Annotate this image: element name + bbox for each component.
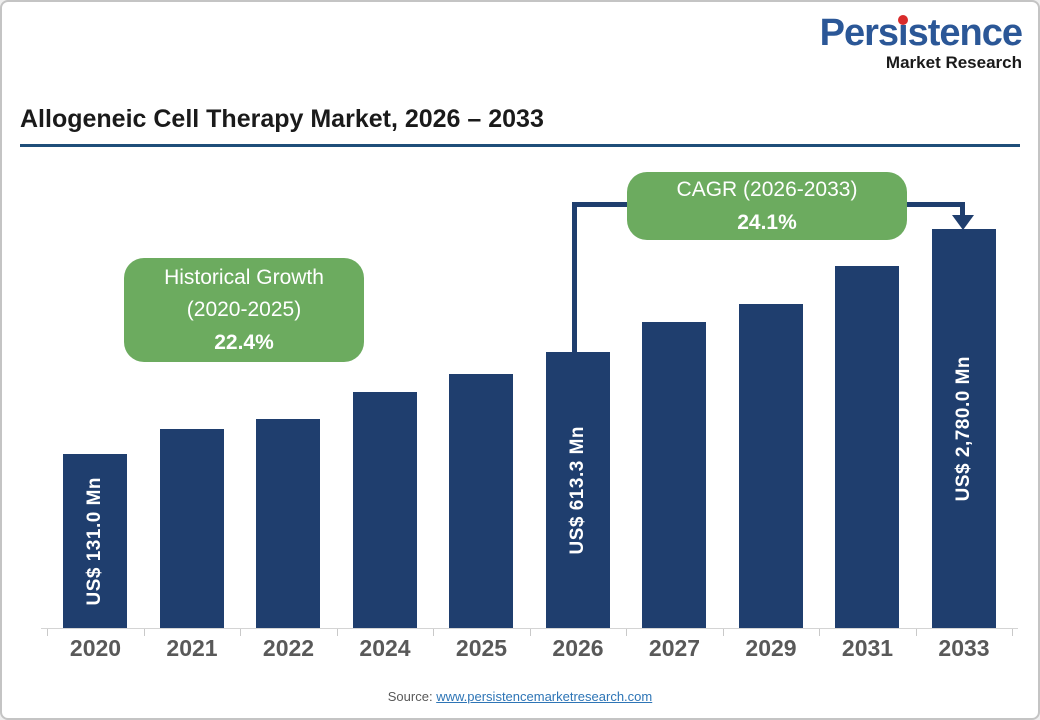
arrow-down-icon	[952, 215, 974, 230]
brand-logo: Persı stence Market Research	[819, 12, 1023, 72]
x-axis-label-2021: 2021	[166, 635, 218, 661]
bar-2033: US$ 2,780.0 Mn	[931, 229, 996, 628]
axis-tick	[819, 629, 820, 636]
historical-growth-period: (2020-2025)	[186, 298, 302, 322]
x-axis-line	[41, 628, 1018, 629]
cagr-label: CAGR (2026-2033)	[676, 177, 858, 201]
axis-tick	[47, 629, 48, 636]
bar-2027	[642, 322, 707, 628]
bar-2026: US$ 613.3 Mn	[545, 352, 610, 628]
axis-tick	[143, 629, 145, 636]
cagr-callout: CAGR (2026-2033) 24.1%	[627, 172, 907, 240]
bar-2022	[256, 419, 321, 628]
x-axis-label-2031: 2031	[841, 635, 894, 661]
bar-2020: US$ 131.0 Mn	[63, 454, 128, 628]
x-axis-label-2033: 2033	[938, 635, 990, 661]
axis-tick	[722, 629, 724, 636]
brand-name-post: stence	[907, 12, 1023, 54]
axis-tick	[626, 629, 627, 636]
x-axis-label-2025: 2025	[455, 635, 508, 661]
annotation-connector-from-2026	[572, 202, 577, 353]
annotation-connector-to-2033	[960, 202, 965, 217]
bar-2025	[449, 374, 514, 628]
historical-growth-value: 22.4%	[214, 330, 274, 354]
bar-value-label-2020: US$ 131.0 Mn	[84, 476, 106, 606]
bar-value-label-2026: US$ 613.3 Mn	[566, 425, 588, 555]
x-axis-label-2027: 2027	[648, 635, 701, 661]
x-axis-label-2020: 2020	[69, 635, 122, 661]
brand-subtitle: Market Research	[885, 53, 1022, 72]
axis-tick	[915, 629, 917, 636]
x-axis-label-2026: 2026	[552, 635, 604, 661]
bar-2031	[835, 266, 900, 628]
bar-2024	[352, 392, 417, 628]
axis-tick	[433, 629, 434, 636]
bar-chart: Historical Growth (2020-2025) 22.4% CAGR…	[41, 167, 1018, 636]
axis-tick	[240, 629, 241, 636]
axis-tick	[529, 629, 531, 636]
x-axis-label-2024: 2024	[359, 635, 411, 661]
source-link[interactable]: www.persistencemarketresearch.com	[436, 689, 653, 704]
bar-2021	[159, 429, 224, 628]
source-line: Source: www.persistencemarketresearch.co…	[2, 689, 1038, 704]
historical-growth-callout: Historical Growth (2020-2025) 22.4%	[124, 258, 364, 362]
source-label: Source:	[387, 689, 433, 704]
axis-tick	[336, 629, 338, 636]
x-axis-label-2029: 2029	[745, 635, 797, 661]
page-title: Allogeneic Cell Therapy Market, 2026 – 2…	[20, 105, 544, 133]
bar-value-label-2033: US$ 2,780.0 Mn	[952, 355, 974, 502]
x-axis-label-2022: 2022	[262, 635, 315, 661]
axis-tick	[1012, 629, 1013, 636]
brand-name-i: ı	[897, 12, 909, 54]
bar-2029	[738, 304, 803, 628]
brand-name-pre: Pers	[819, 12, 899, 54]
cagr-value: 24.1%	[737, 210, 797, 234]
logo-red-dot-icon	[897, 15, 908, 25]
historical-growth-label: Historical Growth	[164, 265, 324, 289]
title-underline	[20, 144, 1020, 147]
brand-name: Persı stence	[819, 12, 1023, 54]
